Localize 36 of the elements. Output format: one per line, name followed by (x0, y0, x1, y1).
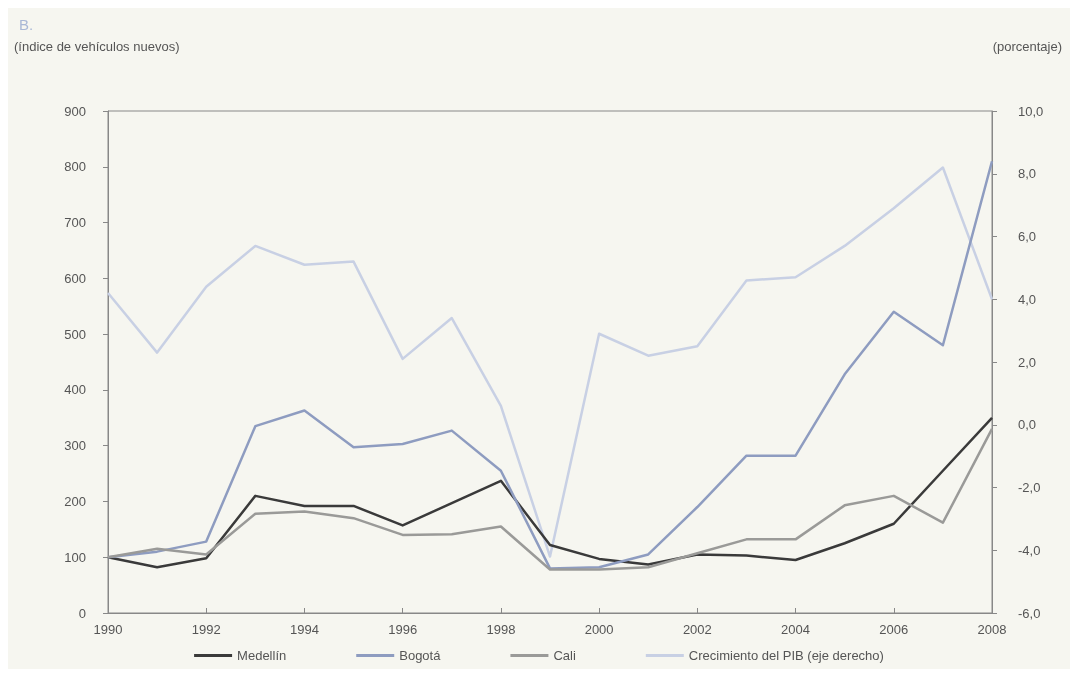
y-tick-label: 100 (64, 549, 86, 565)
y-tick-label: 900 (64, 103, 86, 119)
legend-label: Medellín (237, 648, 287, 663)
x-tick-label: 1992 (191, 622, 221, 637)
y-tick-label: 800 (64, 159, 86, 175)
y2-tick-label: 10,0 (1018, 103, 1044, 119)
x-tick-label: 2004 (781, 622, 811, 637)
y-tick-label: 200 (64, 493, 86, 509)
x-tick-label: 2008 (977, 622, 1007, 637)
y2-tick-label: 4,0 (1018, 291, 1037, 307)
y-axis-title: (índice de vehículos nuevos) (14, 39, 180, 54)
x-tick-label: 1994 (289, 622, 319, 637)
legend-label: Cali (553, 648, 576, 663)
y2-tick-label: -4,0 (1018, 542, 1041, 558)
y-tick-label: 400 (64, 382, 86, 398)
x-tick-label: 1990 (93, 622, 123, 637)
y2-tick-label: -2,0 (1018, 480, 1041, 495)
y2-tick-label: -6,0 (1018, 605, 1041, 621)
x-tick-label: 2000 (584, 622, 614, 637)
legend-label: Bogotá (399, 648, 442, 663)
y-tick-label: 600 (64, 270, 86, 286)
y-tick-label: 300 (64, 438, 86, 454)
chart-title: B. (19, 16, 34, 33)
x-tick-label: 2002 (682, 622, 712, 637)
y2-axis-title: (porcentaje) (992, 39, 1063, 54)
legend-label: Crecimiento del PIB (eje derecho) (688, 648, 884, 663)
y2-tick-label: 6,0 (1018, 229, 1037, 244)
x-tick-label: 1998 (486, 622, 516, 637)
y-tick-label: 700 (64, 215, 86, 231)
y2-tick-label: 8,0 (1018, 166, 1037, 182)
y-tick-label: 0 (78, 605, 86, 621)
y2-tick-label: 2,0 (1018, 354, 1037, 370)
x-tick-label: 1996 (388, 622, 418, 637)
x-tick-label: 2006 (879, 622, 909, 637)
y-tick-label: 500 (64, 326, 86, 342)
y2-tick-label: 0,0 (1018, 417, 1037, 433)
